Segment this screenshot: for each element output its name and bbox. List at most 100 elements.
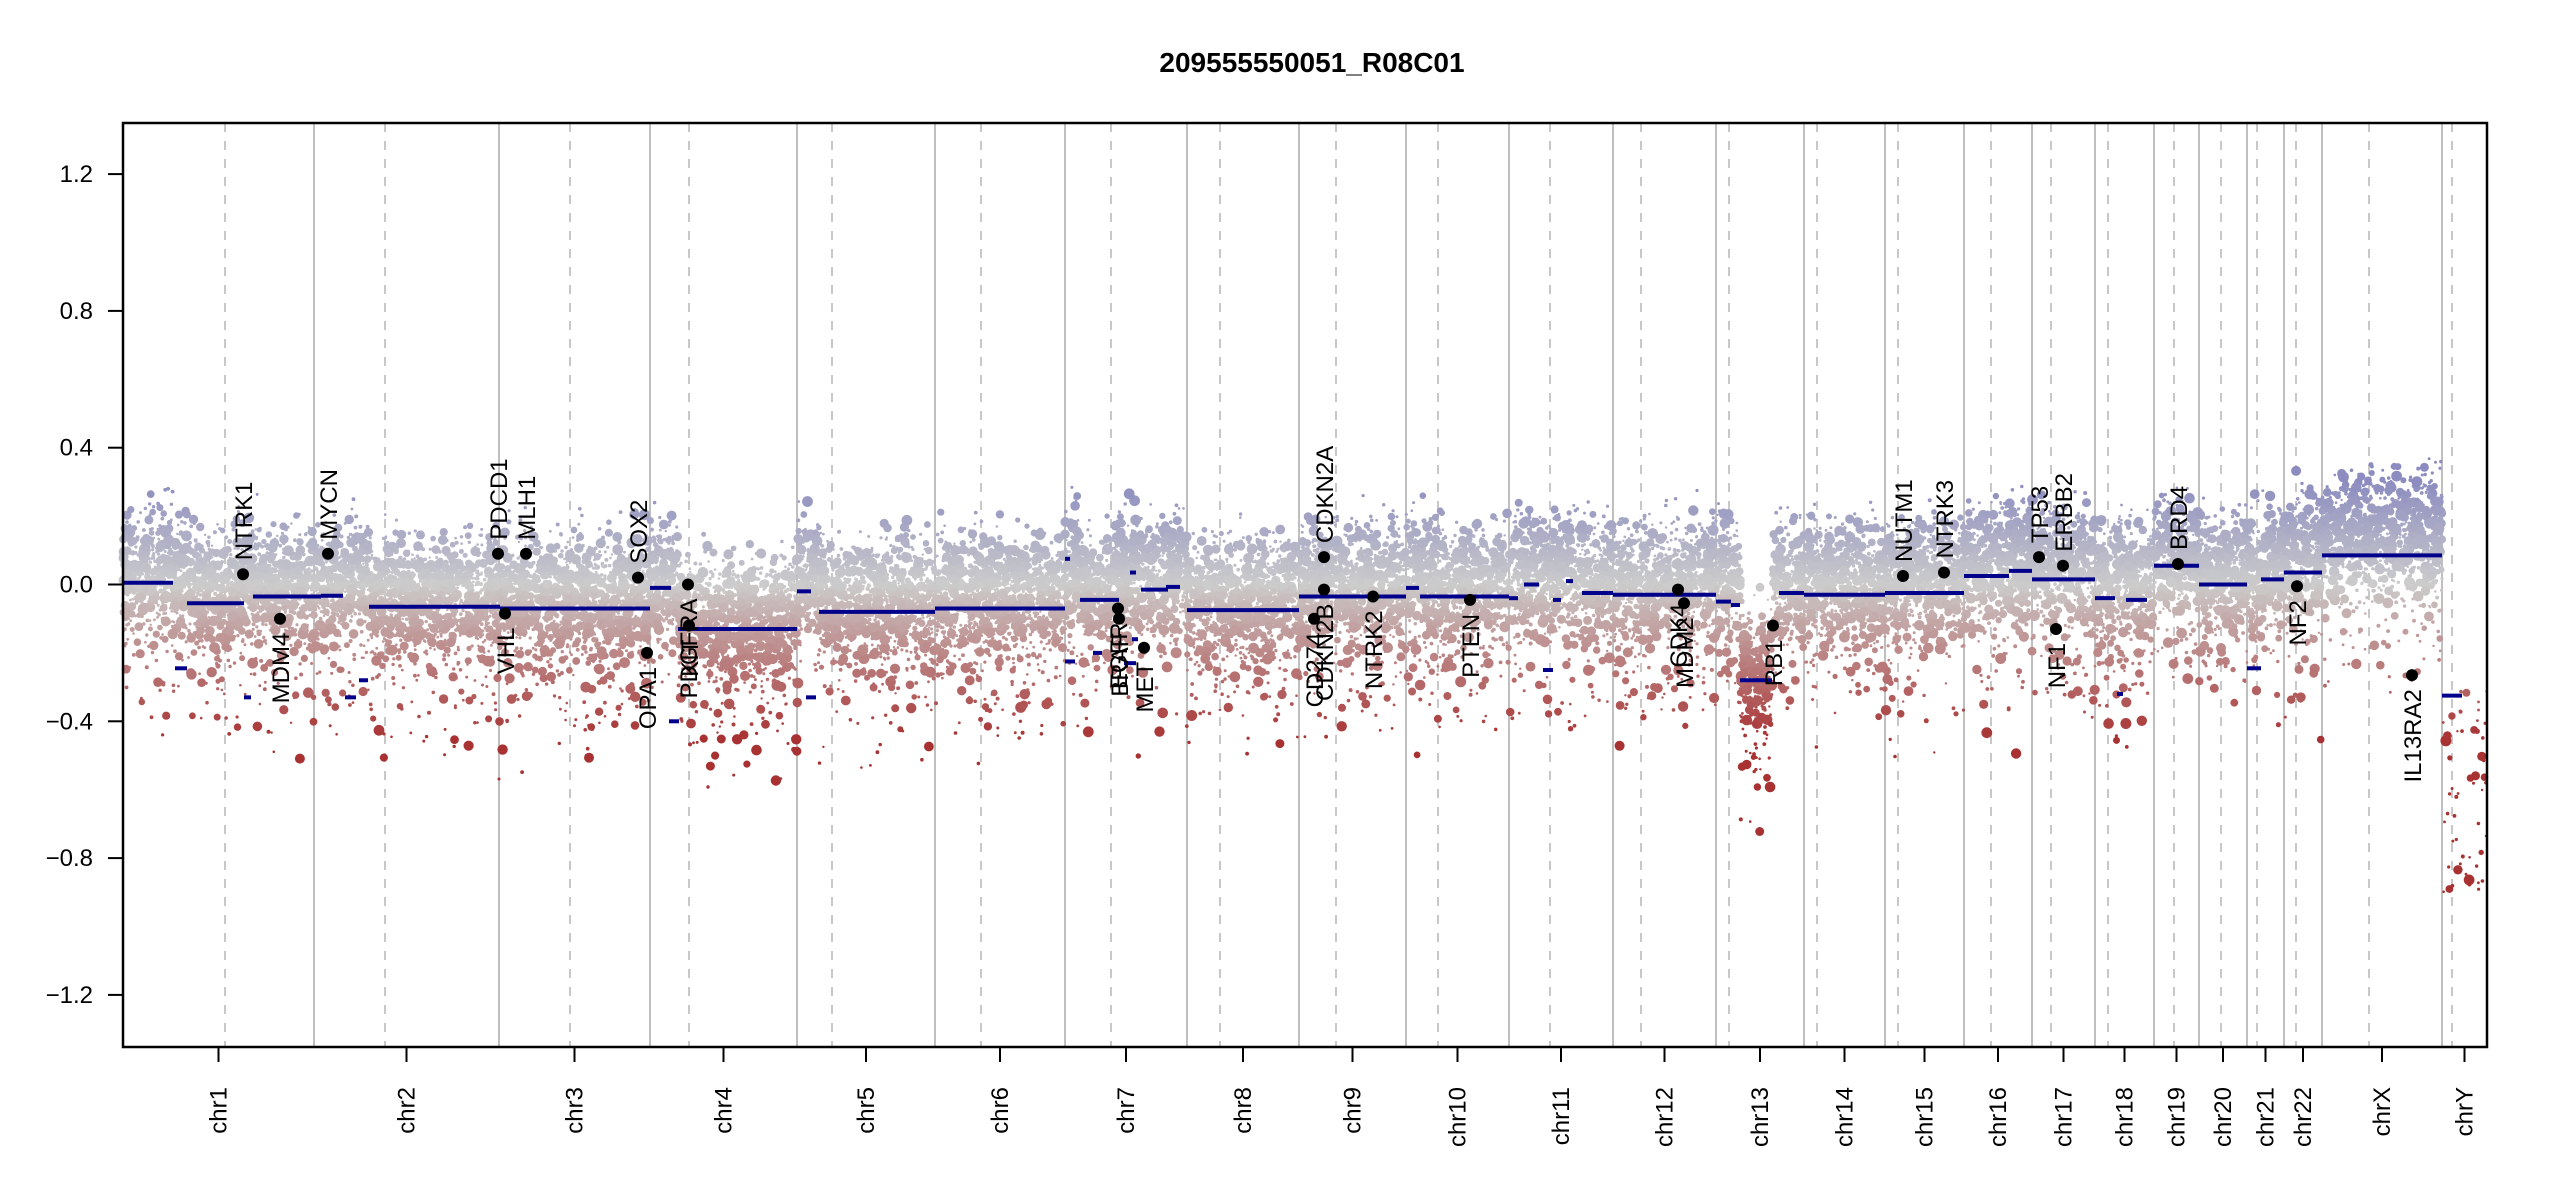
probe-point [268, 534, 271, 537]
probe-point [157, 528, 160, 531]
probe-point [455, 541, 459, 545]
probe-point [276, 629, 280, 633]
probe-point [157, 563, 161, 567]
probe-point [291, 580, 294, 583]
probe-point [220, 528, 226, 534]
probe-point [302, 615, 306, 619]
probe-point [132, 653, 136, 657]
probe-point [134, 615, 137, 618]
probe-point [214, 584, 222, 592]
probe-point [435, 556, 438, 559]
probe-point [178, 632, 186, 640]
probe-point [395, 565, 397, 567]
probe-point [489, 669, 492, 672]
probe-point [425, 649, 428, 652]
probe-point [197, 584, 200, 587]
probe-point [138, 589, 140, 591]
probe-point [261, 622, 264, 625]
probe-point [318, 671, 321, 674]
probe-point [374, 625, 378, 629]
probe-point [341, 549, 345, 553]
probe-point [270, 731, 272, 733]
probe-point [485, 621, 488, 624]
probe-point [495, 559, 498, 562]
probe-point [189, 712, 196, 719]
probe-point [363, 543, 370, 550]
probe-point [430, 536, 436, 542]
probe-point [492, 692, 496, 696]
probe-point [187, 607, 197, 617]
probe-point [299, 673, 303, 677]
probe-point [357, 597, 366, 606]
probe-point [367, 689, 370, 692]
probe-point [356, 566, 360, 570]
probe-point [340, 611, 344, 615]
probe-point [489, 615, 492, 618]
probe-point [229, 636, 235, 642]
probe-point [407, 572, 413, 578]
probe-point [447, 654, 450, 657]
probe-point [149, 561, 152, 564]
probe-point [251, 603, 254, 606]
probe-point [619, 657, 630, 668]
probe-point [152, 552, 155, 555]
probe-point [195, 566, 198, 569]
probe-point [358, 612, 361, 615]
probe-point [210, 551, 213, 554]
probe-point [362, 559, 365, 562]
probe-point [251, 613, 254, 616]
probe-point [454, 652, 458, 656]
probe-point [145, 564, 151, 570]
probe-point [458, 689, 464, 695]
probe-point [330, 661, 337, 668]
probe-point [322, 689, 330, 697]
probe-point [427, 638, 436, 647]
probe-point [457, 663, 460, 666]
probe-point [470, 547, 480, 557]
probe-point [189, 571, 192, 574]
probe-point [299, 641, 302, 644]
probe-point [176, 533, 179, 536]
probe-point [400, 707, 404, 711]
probe-point [397, 573, 401, 577]
probe-point [446, 629, 449, 632]
probe-point [301, 655, 308, 662]
probe-point [426, 663, 433, 670]
probe-point [394, 600, 398, 604]
probe-point [192, 631, 199, 638]
probe-point [409, 732, 412, 735]
probe-point [449, 563, 457, 571]
probe-point [466, 664, 468, 666]
probe-point [434, 672, 437, 675]
probe-point [161, 733, 164, 736]
probe-point [144, 641, 147, 644]
probe-point [413, 557, 416, 560]
probe-point [248, 572, 256, 580]
probe-point [241, 639, 245, 643]
probe-point [221, 689, 224, 692]
probe-point [485, 573, 490, 578]
probe-point [332, 703, 340, 711]
probe-point [422, 563, 429, 570]
probe-point [146, 619, 150, 623]
probe-point [193, 592, 196, 595]
probe-point [273, 583, 279, 589]
probe-point [450, 735, 459, 744]
probe-point [280, 584, 284, 588]
probe-point [440, 600, 443, 603]
probe-point [352, 701, 355, 704]
probe-point [199, 565, 202, 568]
probe-point [189, 563, 193, 567]
probe-point [453, 745, 456, 748]
probe-point [354, 514, 358, 518]
probe-point [464, 615, 470, 621]
probe-point [411, 591, 419, 599]
probe-point [498, 778, 501, 781]
probe-point [382, 625, 385, 628]
probe-point [348, 671, 351, 674]
probe-point [318, 607, 321, 610]
probe-point [183, 521, 187, 525]
probe-point [259, 703, 262, 706]
probe-point [480, 528, 483, 531]
probe-point [364, 551, 367, 554]
